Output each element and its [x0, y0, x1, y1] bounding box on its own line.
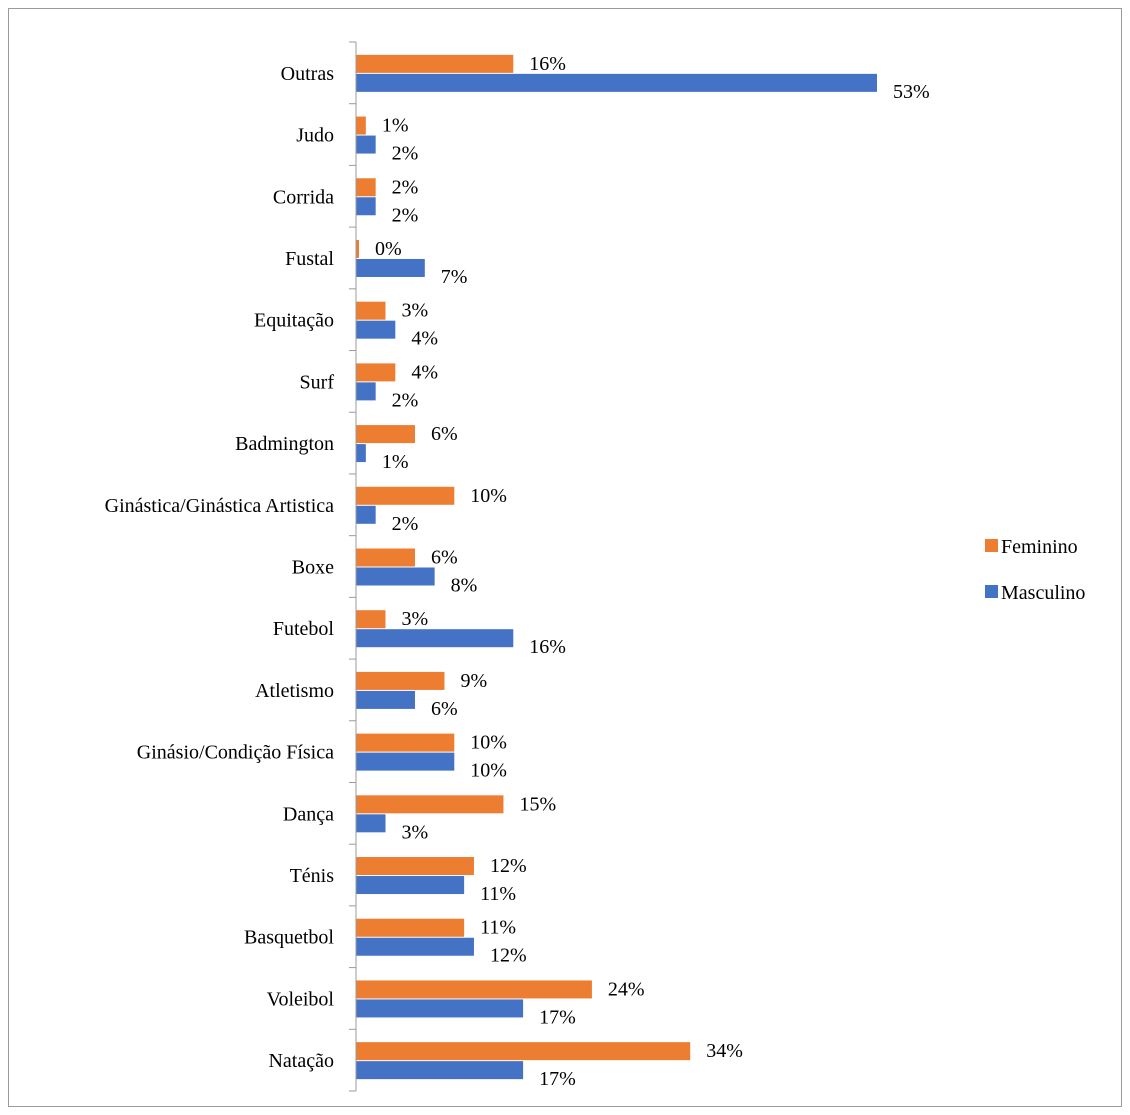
bar-masculino: [356, 567, 435, 586]
data-label-feminino: 16%: [529, 53, 566, 75]
data-label-masculino: 6%: [431, 698, 458, 720]
category-label: Ténis: [290, 865, 335, 887]
data-label-masculino: 17%: [539, 1006, 576, 1028]
bar-masculino: [356, 690, 415, 709]
bar-masculino: [356, 320, 396, 339]
bar-masculino: [356, 505, 376, 524]
legend-swatch-feminino: [985, 539, 998, 552]
bar-masculino: [356, 999, 524, 1018]
data-label-feminino: 3%: [401, 300, 428, 322]
category-label: Natação: [268, 1050, 334, 1072]
data-label-feminino: 1%: [382, 115, 409, 137]
bar-feminino: [356, 54, 514, 73]
data-label-masculino: 1%: [382, 451, 409, 473]
bar-masculino: [356, 876, 465, 895]
bar-masculino: [356, 937, 474, 956]
bar-feminino: [356, 239, 359, 258]
bar-feminino: [356, 116, 366, 135]
bar-masculino: [356, 444, 366, 463]
bar-masculino: [356, 197, 376, 216]
category-label: Ginásio/Condição Física: [137, 742, 334, 764]
data-label-masculino: 2%: [392, 143, 419, 165]
data-label-feminino: 15%: [519, 793, 556, 815]
data-label-masculino: 3%: [401, 821, 428, 843]
bar-feminino: [356, 548, 415, 567]
data-label-feminino: 3%: [401, 608, 428, 630]
bar-feminino: [356, 486, 455, 505]
data-label-feminino: 10%: [470, 485, 507, 507]
data-label-feminino: 4%: [411, 361, 438, 383]
data-label-feminino: 0%: [375, 238, 402, 260]
category-axis: Natação Voleibol Basquetbol Ténis Dança Ginás…: [105, 41, 357, 1092]
legend-swatch-masculino: [985, 585, 998, 598]
data-label-feminino: 6%: [431, 423, 458, 445]
bar-feminino: [356, 301, 386, 320]
category-label: Equitação: [254, 310, 334, 332]
data-label-masculino: 2%: [392, 389, 419, 411]
data-label-masculino: 17%: [539, 1068, 576, 1090]
data-label-masculino: 2%: [392, 204, 419, 226]
category-label: Corrida: [273, 186, 334, 208]
legend: Feminino Masculino: [985, 536, 1085, 604]
category-label: Outras: [281, 63, 335, 85]
category-label: Ginástica/Ginástica Artistica: [105, 495, 334, 517]
data-label-feminino: 11%: [480, 917, 516, 939]
bar-feminino: [356, 857, 474, 876]
category-label: Surf: [300, 371, 335, 393]
category-label: Badmington: [235, 433, 334, 455]
data-label-masculino: 7%: [441, 266, 468, 288]
bar-feminino: [356, 178, 376, 197]
data-label-feminino: 10%: [470, 732, 507, 754]
bar-masculino: [356, 135, 376, 154]
bar-masculino: [356, 1061, 524, 1080]
data-label-feminino: 2%: [392, 176, 419, 198]
data-label-masculino: 53%: [893, 81, 930, 103]
data-label-masculino: 8%: [451, 575, 478, 597]
data-label-masculino: 4%: [411, 328, 438, 350]
data-label-masculino: 12%: [490, 945, 527, 967]
category-label: Atletismo: [255, 680, 334, 702]
bar-masculino: [356, 382, 376, 401]
data-labels-layer: 34%17%24%17%11%12%12%11%15%3%10%10%9%6%3…: [375, 53, 930, 1090]
bar-feminino: [356, 363, 396, 382]
bar-masculino: [356, 258, 425, 277]
bar-masculino: [356, 629, 514, 648]
category-label: Basquetbol: [244, 927, 334, 949]
bar-masculino: [356, 73, 877, 92]
bar-feminino: [356, 918, 465, 937]
data-label-feminino: 9%: [460, 670, 487, 692]
category-label: Boxe: [292, 557, 334, 579]
bars-layer: [356, 54, 877, 1080]
data-label-feminino: 6%: [431, 547, 458, 569]
bar-masculino: [356, 752, 455, 771]
category-label: Dança: [283, 803, 334, 825]
category-label: Fustal: [285, 248, 334, 270]
chart-frame: Natação Voleibol Basquetbol Ténis Dança Ginás…: [8, 8, 1122, 1107]
bar-feminino: [356, 671, 445, 690]
bar-feminino: [356, 733, 455, 752]
legend-label-masculino: Masculino: [1001, 582, 1085, 604]
data-label-masculino: 16%: [529, 636, 566, 658]
bar-feminino: [356, 795, 504, 814]
bar-feminino: [356, 610, 386, 629]
legend-label-feminino: Feminino: [1001, 536, 1078, 558]
data-label-feminino: 24%: [608, 978, 645, 1000]
category-label: Voleibol: [267, 988, 335, 1010]
bar-feminino: [356, 980, 592, 999]
category-label: Judo: [296, 125, 334, 147]
data-label-masculino: 2%: [392, 513, 419, 535]
bar-feminino: [356, 1042, 691, 1061]
data-label-masculino: 11%: [480, 883, 516, 905]
bar-chart: Natação Voleibol Basquetbol Ténis Dança Ginás…: [105, 41, 1085, 1092]
data-label-feminino: 34%: [706, 1040, 743, 1062]
bar-feminino: [356, 425, 415, 444]
category-label: Futebol: [273, 618, 335, 640]
data-label-feminino: 12%: [490, 855, 527, 877]
bar-masculino: [356, 814, 386, 833]
data-label-masculino: 10%: [470, 760, 507, 782]
